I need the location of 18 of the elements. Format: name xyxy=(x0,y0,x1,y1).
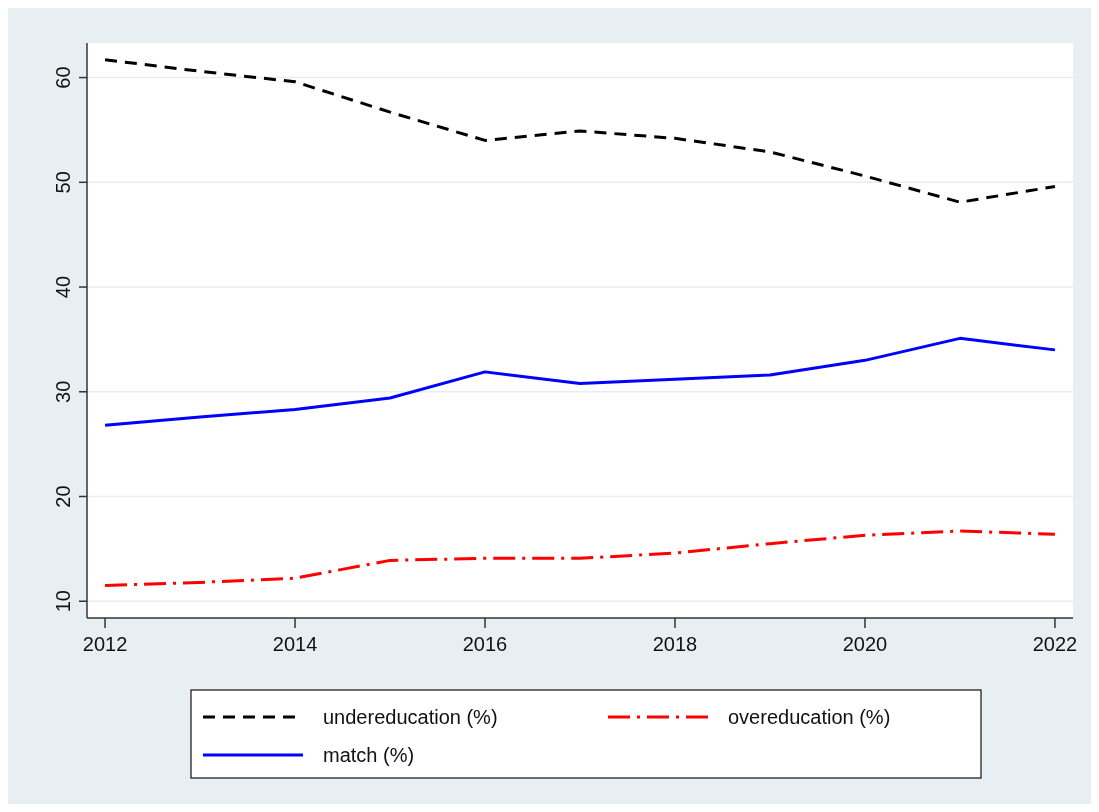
y-tick-label: 50 xyxy=(52,171,74,194)
y-tick-label: 40 xyxy=(52,275,74,299)
y-tick-label: 60 xyxy=(52,66,74,89)
x-tick-label: 2020 xyxy=(842,633,888,655)
x-tick-label: 2012 xyxy=(82,633,128,655)
x-tick-label: 2014 xyxy=(272,633,318,655)
y-tick-label: 20 xyxy=(52,485,74,508)
legend-label: overeducation (%) xyxy=(728,706,891,728)
legend-label: undereducation (%) xyxy=(323,706,498,728)
legend-label: match (%) xyxy=(323,744,415,766)
y-tick-label: 30 xyxy=(52,380,74,403)
line-series xyxy=(103,529,1057,588)
x-tick-label: 2018 xyxy=(652,633,698,655)
x-tick-label: 2016 xyxy=(462,633,508,655)
x-tick-label: 2022 xyxy=(1032,633,1078,655)
y-tick-label: 10 xyxy=(52,590,74,613)
line-series xyxy=(103,336,1057,427)
line-series xyxy=(103,58,1057,204)
